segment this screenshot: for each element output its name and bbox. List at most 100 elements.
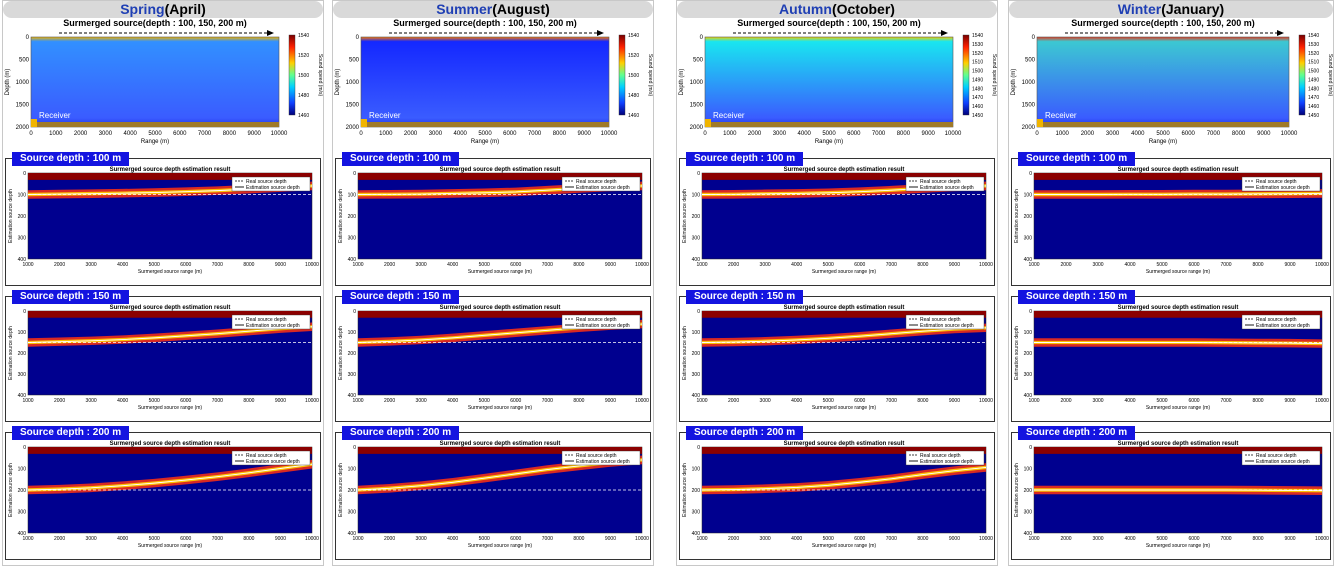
receiver-label: Receiver (369, 111, 401, 120)
estimation-y-tick: 300 (1024, 510, 1033, 516)
colorbar (618, 34, 626, 116)
estimation-x-tick: 7000 (886, 262, 897, 268)
estimation-block-150m: Source depth : 150 m Surmerged source dep… (335, 290, 651, 422)
estimation-x-tick: 9000 (275, 536, 286, 542)
ssp-x-tick: 7000 (198, 131, 212, 137)
estimation-chart: Surmerged source depth estimation result… (682, 441, 993, 549)
legend-estimation-label: Estimation source depth (920, 459, 974, 465)
estimation-title: Surmerged source depth estimation result (110, 305, 231, 311)
ssp-x-tick: 4000 (124, 131, 138, 137)
estimation-y-tick: 400 (348, 257, 357, 263)
legend-real-label: Real source depth (246, 317, 287, 323)
estimation-x-tick: 9000 (1284, 398, 1295, 404)
estimation-x-tick: 4000 (117, 398, 128, 404)
estimation-chart: Surmerged source depth estimation result… (1014, 167, 1329, 275)
ssp-x-tick: 3000 (99, 131, 113, 137)
estimation-x-tick: 10000 (979, 398, 993, 404)
estimation-x-tick: 8000 (573, 398, 584, 404)
ssp-header: Surmerged source(depth : 100, 150, 200 m… (63, 18, 247, 28)
estimation-y-tick: 100 (348, 193, 357, 199)
ssp-x-label: Range (m) (471, 139, 499, 145)
colorbar-tick: 1530 (972, 42, 983, 48)
colorbar-tick: 1480 (628, 93, 639, 99)
estimation-y-tick: 200 (348, 214, 357, 220)
ssp-x-tick: 6000 (847, 131, 861, 137)
surface-band (28, 311, 312, 318)
ssp-y-tick: 1000 (346, 80, 360, 86)
estimation-y-tick: 300 (1024, 372, 1033, 378)
estimation-y-tick: 200 (1024, 214, 1033, 220)
legend-estimation-label: Estimation source depth (246, 323, 300, 329)
estimation-y-label: Estimation source depth (338, 189, 344, 243)
ssp-x-tick: 7000 (528, 131, 542, 137)
surface-band (28, 447, 312, 454)
estimation-chart: Surmerged source depth estimation result… (1014, 441, 1329, 549)
direction-arrow-head (941, 30, 948, 36)
estimation-x-tick: 4000 (791, 536, 802, 542)
estimation-y-tick: 200 (692, 214, 701, 220)
estimation-y-label: Estimation source depth (1014, 463, 1020, 517)
estimation-block-200m: Source depth : 200 m Surmerged source dep… (335, 426, 651, 560)
ssp-x-tick: 1000 (49, 131, 63, 137)
colorbar (962, 34, 970, 116)
estimation-y-tick: 100 (1024, 467, 1033, 473)
ssp-header: Surmerged source(depth : 100, 150, 200 m… (737, 18, 921, 28)
estimation-x-tick: 10000 (305, 262, 319, 268)
estimation-x-label: Surmerged source range (m) (468, 269, 533, 275)
legend-real-label: Real source depth (1256, 453, 1297, 459)
estimation-y-label: Estimation source depth (338, 326, 344, 380)
sound-speed-profile: Surmerged source(depth : 100, 150, 200 m… (1009, 17, 1333, 145)
estimation-x-tick: 3000 (416, 536, 427, 542)
estimation-x-tick: 2000 (728, 536, 739, 542)
legend-real-label: Real source depth (920, 453, 961, 459)
estimation-x-tick: 9000 (1284, 536, 1295, 542)
estimation-chart: Surmerged source depth estimation result… (338, 167, 649, 275)
estimation-y-tick: 100 (348, 467, 357, 473)
estimation-y-tick: 0 (23, 445, 26, 451)
estimation-x-tick: 3000 (86, 262, 97, 268)
estimation-x-label: Surmerged source range (m) (812, 405, 877, 411)
ssp-x-tick: 9000 (1257, 131, 1271, 137)
direction-arrow-head (267, 30, 274, 36)
estimation-y-label: Estimation source depth (8, 463, 14, 517)
estimation-x-tick: 2000 (728, 398, 739, 404)
ssp-header: Surmerged source(depth : 100, 150, 200 m… (393, 18, 577, 28)
legend-estimation-label: Estimation source depth (920, 185, 974, 191)
direction-arrow-head (1277, 30, 1284, 36)
estimation-x-tick: 5000 (149, 536, 160, 542)
colorbar-tick: 1450 (1308, 113, 1319, 119)
estimation-y-tick: 300 (18, 372, 27, 378)
estimation-y-tick: 300 (692, 236, 701, 242)
estimation-title: Surmerged source depth estimation result (1118, 305, 1239, 311)
estimation-title: Surmerged source depth estimation result (110, 167, 231, 173)
estimation-x-tick: 5000 (149, 262, 160, 268)
estimation-y-label: Estimation source depth (8, 326, 14, 380)
ssp-x-tick: 4000 (454, 131, 468, 137)
estimation-y-tick: 200 (692, 488, 701, 494)
estimation-chart: Surmerged source depth estimation result… (682, 167, 993, 275)
estimation-x-tick: 7000 (886, 398, 897, 404)
colorbar-tick: 1540 (1308, 33, 1319, 39)
legend-real-label: Real source depth (920, 317, 961, 323)
estimation-x-label: Surmerged source range (m) (1146, 269, 1211, 275)
estimation-block-200m: Source depth : 200 m Surmerged source dep… (679, 426, 995, 560)
ssp-y-tick: 1000 (690, 80, 704, 86)
estimation-x-tick: 5000 (823, 536, 834, 542)
ssp-x-tick: 7000 (1207, 131, 1221, 137)
receiver-label: Receiver (1045, 111, 1077, 120)
estimation-chart: Surmerged source depth estimation result… (8, 305, 319, 411)
legend-estimation-label: Estimation source depth (246, 185, 300, 191)
season-period: (April) (164, 1, 206, 17)
legend-estimation-label: Estimation source depth (576, 323, 630, 329)
estimation-x-tick: 7000 (1220, 398, 1231, 404)
estimation-x-label: Surmerged source range (m) (468, 543, 533, 549)
estimation-x-tick: 9000 (949, 262, 960, 268)
estimation-block-150m: Source depth : 150 m Surmerged source dep… (679, 290, 995, 422)
estimation-x-tick: 8000 (917, 262, 928, 268)
estimation-y-tick: 300 (18, 236, 27, 242)
season-title: Summer(August) (333, 1, 653, 18)
legend-real-label: Real source depth (246, 179, 287, 185)
estimation-x-tick: 6000 (510, 262, 521, 268)
ssp-field (704, 36, 954, 128)
estimation-x-tick: 5000 (479, 398, 490, 404)
